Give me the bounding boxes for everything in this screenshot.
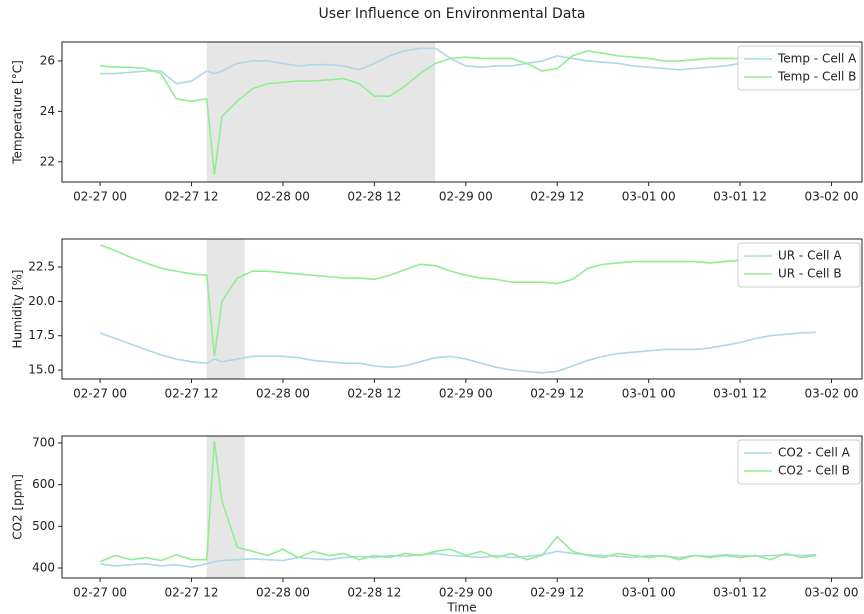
legend-label: UR - Cell B (778, 267, 842, 281)
x-tick-label: 02-29 00 (439, 387, 493, 401)
x-tick-label: 02-28 12 (347, 586, 401, 600)
x-tick-label: 02-27 00 (73, 190, 127, 204)
x-tick-label: 02-27 12 (165, 586, 219, 600)
x-tick-label: 03-01 00 (622, 190, 676, 204)
x-tick-label: 02-29 00 (439, 586, 493, 600)
legend-label: CO2 - Cell A (778, 446, 851, 460)
x-tick-label: 02-27 12 (165, 190, 219, 204)
figure-title: User Influence on Environmental Data (319, 6, 586, 22)
y-tick-label: 22 (40, 154, 55, 168)
axes-frame (61, 435, 863, 579)
shaded-span (206, 436, 245, 578)
x-tick-label: 03-01 12 (713, 190, 767, 204)
x-tick-label: 03-01 12 (713, 586, 767, 600)
y-tick-label: 400 (32, 561, 55, 575)
data-line (100, 50, 817, 175)
legend-label: Temp - Cell B (777, 70, 856, 84)
y-axis-label: CO2 [ppm] (11, 474, 25, 540)
legend-box (737, 45, 861, 91)
y-tick-label: 26 (40, 53, 55, 67)
x-tick-label: 02-28 00 (256, 387, 310, 401)
axes-frame (61, 41, 863, 183)
y-tick-label: 15.0 (28, 363, 55, 377)
axes-frame (61, 238, 863, 380)
x-tick-label: 02-28 00 (256, 586, 310, 600)
legend-label: UR - Cell A (778, 249, 842, 263)
legend-label: Temp - Cell A (777, 52, 857, 66)
y-axis-label: Humidity [%] (11, 270, 25, 349)
x-tick-label: 02-29 00 (439, 190, 493, 204)
y-axis-label: Temperature [°C] (11, 60, 25, 165)
shaded-span (206, 239, 245, 379)
x-tick-label: 02-29 12 (530, 387, 584, 401)
x-tick-label: 02-28 12 (347, 190, 401, 204)
x-tick-label: 02-28 12 (347, 387, 401, 401)
legend-box (737, 439, 861, 485)
x-tick-label: 02-28 00 (256, 190, 310, 204)
x-tick-label: 02-27 00 (73, 586, 127, 600)
y-tick-label: 20.0 (28, 294, 55, 308)
y-tick-label: 500 (32, 519, 55, 533)
x-tick-label: 03-01 12 (713, 387, 767, 401)
y-tick-label: 600 (32, 477, 55, 491)
x-tick-label: 02-29 12 (530, 190, 584, 204)
data-line (99, 244, 817, 357)
x-tick-label: 03-01 00 (622, 586, 676, 600)
x-tick-label: 03-02 00 (805, 586, 859, 600)
y-tick-label: 22.5 (28, 260, 55, 274)
legend-box (737, 242, 861, 288)
x-tick-label: 02-29 12 (530, 586, 584, 600)
x-tick-label: 03-01 00 (622, 387, 676, 401)
y-tick-label: 17.5 (28, 328, 55, 342)
y-tick-label: 700 (32, 436, 55, 450)
y-tick-label: 24 (40, 104, 55, 118)
x-tick-label: 03-02 00 (805, 387, 859, 401)
data-line (99, 440, 817, 563)
x-tick-label: 02-27 00 (73, 387, 127, 401)
legend-label: CO2 - Cell B (778, 464, 850, 478)
data-line (99, 331, 817, 374)
x-tick-label: 02-27 12 (165, 387, 219, 401)
x-axis-label: Time (446, 601, 476, 614)
x-tick-label: 03-02 00 (805, 190, 859, 204)
